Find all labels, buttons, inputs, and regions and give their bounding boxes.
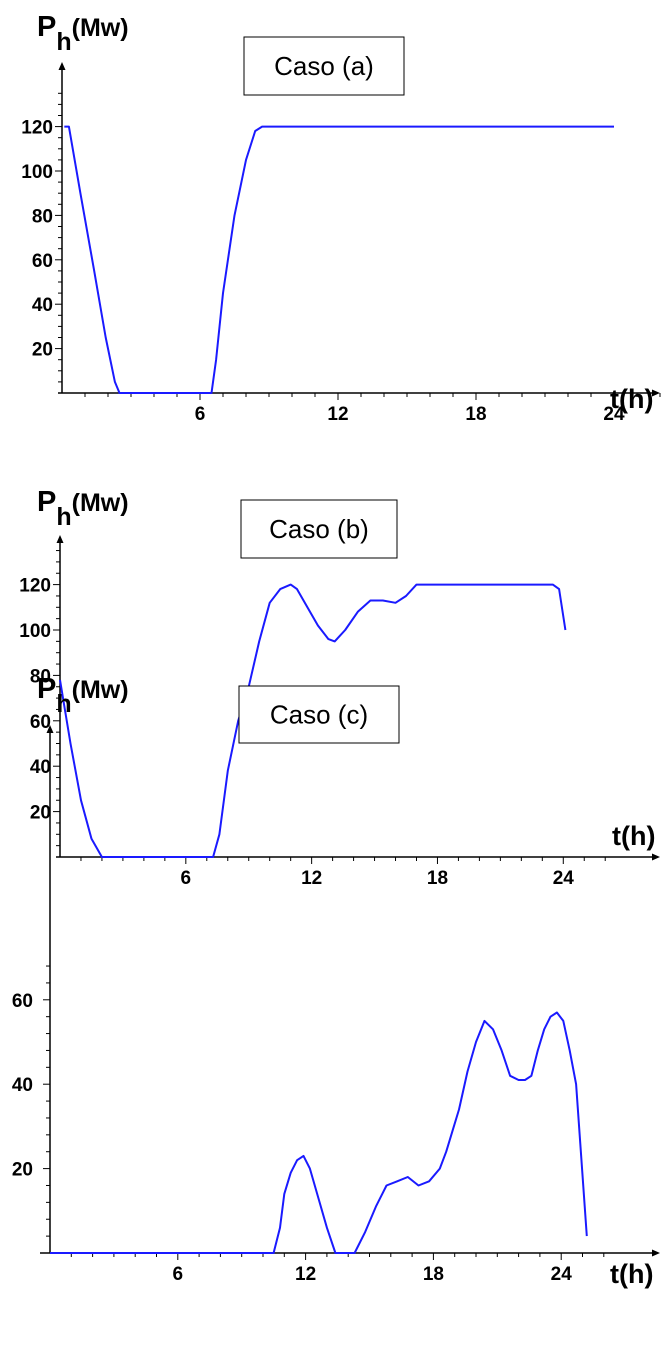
y-tick-label: 20	[32, 340, 53, 361]
x-tick-label: 12	[327, 404, 348, 425]
x-axis-arrow-icon	[652, 1249, 660, 1257]
y-axis-title: Ph(Mw)	[37, 486, 129, 531]
x-tick-label: 18	[465, 404, 486, 425]
y-axis-title: Ph(Mw)	[37, 11, 129, 56]
y-tick-label: 40	[12, 1075, 33, 1096]
y-tick-label: 60	[32, 251, 53, 272]
x-tick-label: 24	[553, 868, 575, 889]
x-tick-label: 12	[295, 1264, 316, 1285]
x-tick-label: 6	[181, 868, 192, 889]
y-axis-arrow-icon	[46, 725, 54, 733]
y-axis-title-sub: h	[56, 28, 71, 56]
y-tick-label: 100	[21, 162, 53, 183]
y-tick-label: 80	[32, 206, 53, 227]
x-tick-label: 6	[195, 404, 206, 425]
y-tick-label: 120	[21, 118, 53, 139]
y-axis-title: Ph(Mw)	[37, 673, 129, 718]
y-tick-label: 20	[12, 1160, 33, 1181]
x-tick-label: 24	[603, 404, 625, 425]
x-axis-arrow-icon	[652, 389, 660, 397]
x-axis-title: t(h)	[610, 1259, 653, 1289]
chart-title-box	[238, 685, 400, 744]
x-tick-label: 18	[427, 868, 448, 889]
y-axis-arrow-icon	[56, 535, 64, 543]
y-tick-label: 40	[32, 295, 53, 316]
y-tick-label: 80	[30, 666, 51, 687]
chart-title: Caso (a)	[274, 51, 374, 81]
x-axis-arrow-icon	[652, 853, 660, 861]
y-tick-label: 40	[30, 757, 51, 778]
series-line	[59, 583, 567, 858]
x-axis-title: t(h)	[610, 384, 653, 414]
y-axis-title-sub: h	[56, 503, 71, 531]
chart-title-box	[243, 36, 405, 96]
series-line	[64, 125, 614, 394]
chart-a: 6 12 18 24 20 40 60 80 100 120 Ph(Mw) t(h) Caso (a)	[21, 11, 661, 425]
chart-title: Caso (c)	[270, 700, 368, 730]
x-tick-label: 6	[173, 1264, 184, 1285]
chart-title: Caso (b)	[269, 514, 369, 544]
chart-title-box	[240, 499, 398, 559]
y-axis-arrow-icon	[58, 62, 66, 70]
y-tick-label: 60	[12, 991, 33, 1012]
x-tick-label: 12	[301, 868, 322, 889]
y-axis-title-main: P	[37, 11, 56, 43]
y-tick-label: 60	[30, 712, 51, 733]
y-tick-label: 20	[30, 803, 51, 824]
x-axis-title: t(h)	[612, 821, 655, 851]
series-line	[50, 1011, 588, 1254]
y-axis-title-unit: (Mw)	[72, 676, 129, 704]
y-axis-title-main: P	[37, 486, 56, 518]
x-tick-label: 18	[423, 1264, 444, 1285]
y-axis-title-sub: h	[56, 690, 71, 718]
y-axis-title-main: P	[37, 673, 56, 705]
y-tick-label: 100	[19, 621, 51, 642]
y-axis-title-unit: (Mw)	[72, 14, 129, 42]
y-tick-label: 120	[19, 576, 51, 597]
x-tick-label: 24	[551, 1264, 573, 1285]
y-axis-title-unit: (Mw)	[72, 489, 129, 517]
